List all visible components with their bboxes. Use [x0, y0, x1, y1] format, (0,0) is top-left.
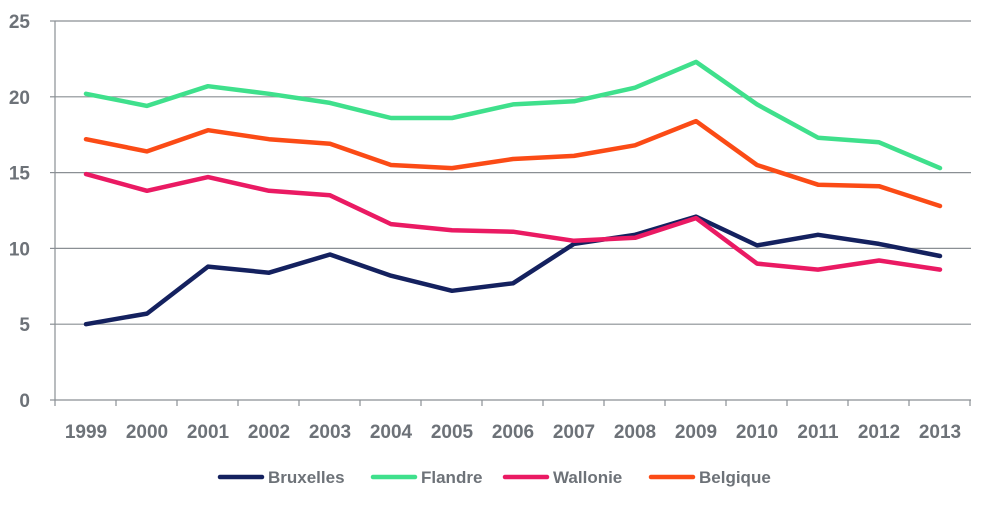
x-tick-label: 2007	[553, 422, 595, 443]
x-tick-label: 2004	[370, 422, 413, 443]
gridlines	[55, 20, 971, 325]
y-tick-label: 15	[9, 164, 31, 185]
legend-label-bruxelles: Bruxelles	[268, 468, 345, 487]
y-tick-label: 0	[19, 391, 30, 412]
x-tick-label: 2012	[858, 422, 900, 443]
x-tick-label: 2008	[614, 422, 656, 443]
y-tick-label: 25	[9, 12, 31, 33]
legend: Bruxelles Flandre Wallonie Belgique	[217, 468, 771, 487]
y-tick-label: 5	[19, 315, 30, 336]
x-tick-label: 2006	[492, 422, 534, 443]
x-tick-label: 2000	[126, 422, 168, 443]
x-tick-label: 2005	[431, 422, 474, 443]
x-tick-label: 2013	[919, 422, 961, 443]
series-lines	[83, 59, 943, 327]
legend-label-wallonie: Wallonie	[553, 468, 622, 487]
x-tick-label: 1999	[65, 422, 107, 443]
series-line-wallonie	[83, 171, 943, 272]
x-tick-label: 2001	[187, 422, 230, 443]
series-line-belgique	[83, 118, 943, 209]
x-tick-label: 2002	[248, 422, 290, 443]
legend-label-belgique: Belgique	[699, 468, 771, 487]
legend-label-flandre: Flandre	[421, 468, 482, 487]
x-tick-label: 2010	[736, 422, 778, 443]
x-tick-label: 2009	[675, 422, 717, 443]
series-line-bruxelles	[83, 214, 943, 327]
x-tick-label: 2003	[309, 422, 351, 443]
x-tick-label: 2011	[797, 422, 839, 443]
series-line-flandre	[83, 59, 943, 171]
y-tick-label: 20	[9, 88, 30, 109]
y-tick-label: 10	[9, 239, 30, 260]
axes: 0 5 10 15 20 25 1999 2000 2001 2002 2003 2004 2005 20…	[9, 12, 971, 443]
